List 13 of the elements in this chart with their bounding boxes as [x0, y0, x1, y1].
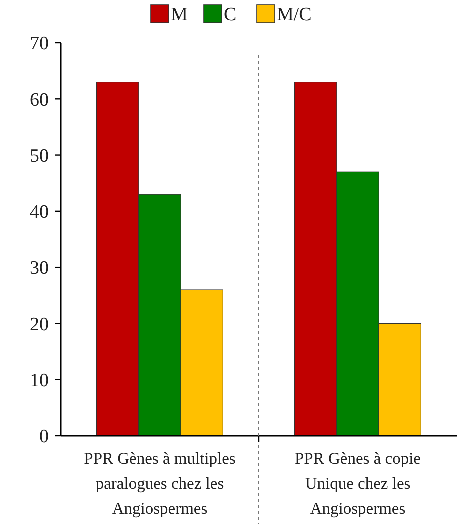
- y-tick-label: 50: [30, 146, 49, 167]
- y-tick-label: 0: [40, 426, 49, 448]
- y-tick-label: 60: [30, 90, 49, 111]
- y-tick-label: 20: [30, 314, 49, 336]
- legend-label: C: [224, 4, 237, 26]
- x-tick-label: PPR Gènes à multiples paralogues chez les Angiospermes: [84, 449, 236, 518]
- y-tick-label: 10: [30, 370, 49, 392]
- x-tick-label: PPR Gènes à copie Unique chez les Angiospermes: [294, 449, 422, 518]
- y-tick-label: 40: [30, 202, 49, 224]
- legend-label: M: [171, 4, 188, 26]
- y-tick-label: 30: [30, 258, 49, 280]
- y-tick-label: 70: [30, 34, 49, 55]
- legend-label: M/C: [277, 4, 312, 26]
